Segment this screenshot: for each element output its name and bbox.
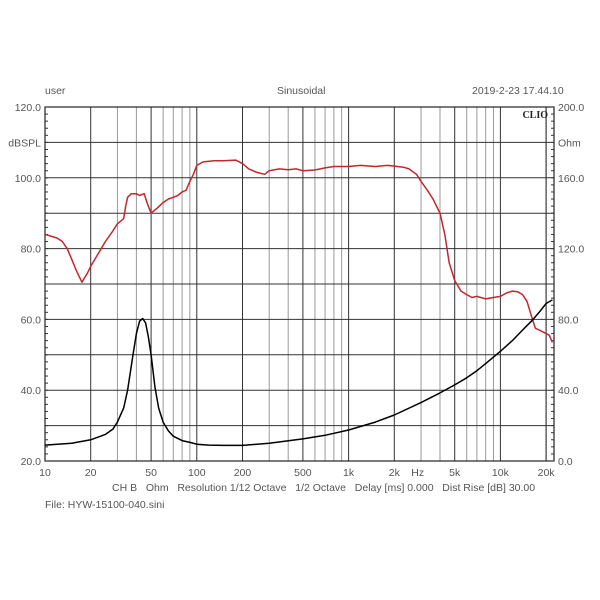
y2-tick-label: 160.0 xyxy=(558,173,584,185)
y-tick-label: 100.0 xyxy=(15,173,41,185)
x-tick-label: 10 xyxy=(39,467,51,479)
x-tick-label: 5k xyxy=(449,467,461,479)
y2-tick-label: 0.0 xyxy=(558,456,573,468)
footer-settings: CH B Ohm Resolution 1/12 Octave 1/2 Octa… xyxy=(112,482,536,494)
x-tick-label: 1k xyxy=(343,467,355,479)
y2-tick-label: 200.0 xyxy=(558,102,584,114)
x-tick-label: 500 xyxy=(294,467,312,479)
header-timestamp: 2019-2-23 17.44.10 xyxy=(472,85,564,97)
y-tick-label: 80.0 xyxy=(21,244,42,256)
grid xyxy=(45,107,554,461)
spl-curve xyxy=(45,159,554,343)
x-tick-label: 20k xyxy=(538,467,556,479)
x-tick-label: 50 xyxy=(145,467,157,479)
x-axis-label: Hz xyxy=(411,467,424,479)
y2-axis-label: Ohm xyxy=(558,137,581,149)
footer-file: File: HYW-15100-040.sini xyxy=(45,499,165,511)
y-tick-label: 20.0 xyxy=(21,456,42,468)
y-axis-label: dBSPL xyxy=(8,137,41,149)
impedance-curve xyxy=(45,299,553,447)
chart-title: Sinusoidal xyxy=(277,85,326,97)
y-tick-label: 60.0 xyxy=(21,314,42,326)
y2-tick-label: 120.0 xyxy=(558,244,584,256)
x-tick-label: 20 xyxy=(85,467,97,479)
header-user: user xyxy=(45,85,66,97)
x-tick-label: 2k xyxy=(389,467,401,479)
clio-logo: CLIO xyxy=(522,110,548,121)
y-tick-label: 120.0 xyxy=(15,102,41,114)
x-tick-label: 10k xyxy=(492,467,510,479)
y2-tick-label: 80.0 xyxy=(558,314,579,326)
x-tick-label: 200 xyxy=(234,467,252,479)
y-tick-label: 40.0 xyxy=(21,385,42,397)
x-tick-label: 100 xyxy=(188,467,206,479)
y2-tick-label: 40.0 xyxy=(558,385,579,397)
